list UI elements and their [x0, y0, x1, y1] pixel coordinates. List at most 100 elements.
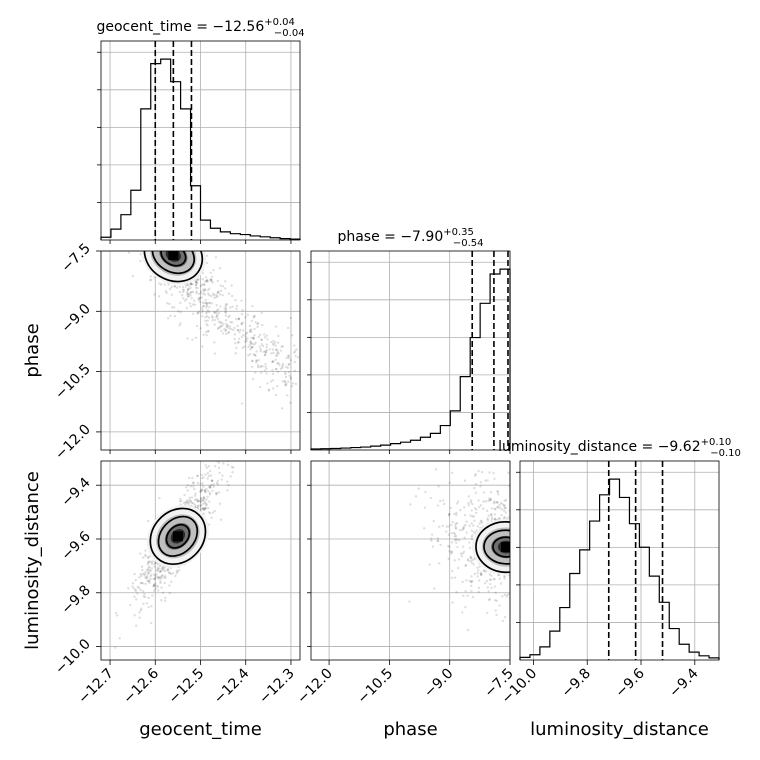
sample-point	[115, 614, 119, 617]
sample-point	[141, 204, 143, 206]
sample-point	[289, 316, 293, 320]
sample-point	[544, 590, 546, 592]
sample-point	[495, 500, 499, 504]
sample-point	[167, 248, 169, 250]
sample-point	[208, 493, 212, 496]
sample-point	[541, 559, 543, 561]
sample-point	[152, 241, 154, 243]
sample-point	[547, 528, 549, 530]
sample-point	[488, 598, 492, 601]
sample-point	[550, 586, 552, 588]
sample-point	[179, 191, 181, 193]
sample-point	[508, 592, 510, 596]
sample-point	[468, 524, 471, 528]
sample-point	[432, 587, 436, 590]
sample-point	[164, 596, 167, 599]
sample-point	[133, 241, 135, 243]
sample-point	[473, 572, 476, 576]
sample-point	[263, 369, 267, 372]
sample-point	[522, 525, 524, 527]
sample-point	[203, 288, 206, 291]
sample-point	[169, 314, 172, 318]
sample-point	[156, 566, 159, 569]
sample-point	[173, 245, 175, 247]
sample-point	[516, 524, 518, 526]
sample-point	[182, 232, 184, 234]
sample-point	[511, 550, 513, 552]
sample-point	[555, 564, 557, 566]
sample-point	[463, 479, 467, 482]
sample-point	[504, 506, 507, 510]
sample-point	[464, 605, 467, 609]
sample-point	[484, 570, 488, 573]
sample-point	[164, 574, 167, 578]
sample-point	[189, 282, 193, 285]
sample-point	[517, 533, 519, 535]
sample-point	[215, 315, 218, 319]
sample-point	[204, 507, 207, 510]
sample-point	[226, 325, 229, 328]
sample-point	[157, 222, 159, 224]
sample-point	[213, 311, 217, 314]
x-tick-label-phase: −10.5	[355, 666, 397, 708]
sample-point	[526, 573, 528, 575]
sample-point	[536, 529, 538, 531]
sample-point	[526, 570, 528, 572]
sample-point	[202, 496, 206, 499]
sample-point	[217, 326, 220, 330]
sample-point	[225, 302, 229, 306]
sample-point	[476, 569, 480, 572]
sample-point	[275, 367, 278, 371]
sample-point	[293, 369, 297, 373]
x-tick-label-luminosity_distance: −9.4	[666, 665, 701, 700]
sample-point	[159, 580, 162, 583]
sample-point	[287, 356, 291, 360]
sample-point	[249, 340, 252, 343]
sample-point	[522, 560, 524, 562]
sample-point	[581, 561, 583, 563]
sample-point	[170, 242, 172, 244]
sample-point	[220, 321, 223, 324]
sample-point	[192, 502, 195, 505]
sample-point	[160, 226, 162, 228]
sample-point	[149, 245, 151, 247]
sample-point	[141, 556, 145, 559]
sample-point	[544, 530, 546, 532]
sample-point	[166, 241, 168, 243]
sample-point	[539, 588, 541, 590]
sample-point	[486, 517, 489, 520]
sample-point	[511, 569, 513, 571]
sample-point	[186, 235, 188, 237]
sample-point	[175, 286, 178, 289]
sample-point	[154, 587, 157, 590]
sample-point	[490, 515, 494, 519]
sample-point	[173, 306, 176, 309]
sample-point	[201, 309, 204, 312]
sample-point	[541, 563, 543, 565]
sample-point	[527, 538, 529, 540]
sample-point	[170, 245, 172, 247]
sample-point	[543, 561, 545, 563]
sample-point	[482, 569, 486, 572]
sample-point	[528, 520, 530, 522]
sample-point	[286, 366, 290, 370]
sample-point	[244, 316, 247, 319]
sample-point	[234, 432, 236, 434]
sample-point	[285, 356, 288, 360]
sample-point	[259, 371, 263, 374]
sample-point	[529, 516, 531, 518]
sample-point	[166, 317, 170, 320]
sample-point	[132, 192, 134, 194]
sample-point	[256, 365, 260, 369]
sample-point	[120, 240, 122, 242]
sample-point	[534, 522, 536, 524]
x-tick-label-geocent_time: −12.3	[256, 666, 298, 708]
sample-point	[177, 213, 179, 215]
sample-point	[226, 489, 229, 492]
sample-point	[492, 502, 496, 505]
sample-point	[471, 534, 474, 537]
sample-point	[192, 481, 195, 485]
sample-point	[523, 519, 525, 521]
sample-point	[152, 585, 155, 588]
sample-point	[133, 614, 136, 617]
